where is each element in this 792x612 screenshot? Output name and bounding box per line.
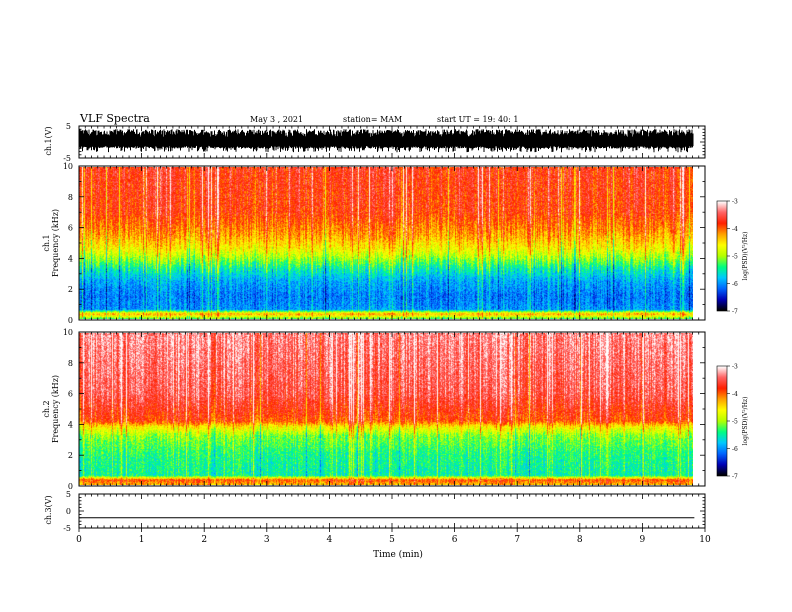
x-tick-label: 0 <box>76 535 82 545</box>
y-tick-label: 2 <box>68 451 73 460</box>
y-tick-label: 8 <box>68 193 73 202</box>
y-tick-label: 8 <box>68 359 73 368</box>
colorbar-tick-label: -5 <box>732 254 738 261</box>
y-tick-label: 0 <box>68 482 73 491</box>
x-tick-label: 1 <box>139 535 145 545</box>
y-tick-label: 6 <box>68 390 73 399</box>
x-tick-label: 4 <box>327 535 333 545</box>
ch1-spectrogram-ylabel-top: ch.1 <box>42 234 51 251</box>
x-tick-label: 3 <box>264 535 270 545</box>
y-tick-label: 5 <box>66 122 71 131</box>
y-tick-label: 10 <box>63 328 73 337</box>
date-label: May 3 , 2021 <box>250 115 304 124</box>
y-tick-label: -5 <box>63 154 71 163</box>
colorbar-tick-label: -3 <box>732 199 738 206</box>
x-tick-label: 8 <box>577 535 583 545</box>
colorbar-tick-label: -3 <box>732 364 738 371</box>
colorbar-tick-label: -6 <box>732 446 738 453</box>
x-tick-label: 2 <box>201 535 207 545</box>
y-tick-label: 4 <box>68 420 73 429</box>
x-tick-label: 5 <box>389 535 395 545</box>
colorbar-tick-label: -4 <box>732 391 738 398</box>
ch1-spectrogram-image <box>79 167 693 319</box>
x-tick-label: 6 <box>452 535 458 545</box>
panel-frame-2 <box>78 331 706 487</box>
ch2-spectrogram-ylabel: Frequency (kHz) <box>51 375 60 443</box>
y-tick-label: 4 <box>68 254 73 263</box>
x-axis-label: Time (min) <box>373 549 423 560</box>
y-tick-label: 0 <box>68 316 73 325</box>
colorbar-frame <box>716 365 728 477</box>
ch2-colorbar-label: log(PSD)(V²/Hz) <box>742 397 749 446</box>
station-label: station= MAM <box>343 115 403 124</box>
colorbar-tick-label: -4 <box>732 226 738 233</box>
colorbar-tick-label: -7 <box>732 474 738 481</box>
start-time-label: start UT = 19: 40: 1 <box>437 115 519 124</box>
ch1-waveform-ylabel: ch.1(V) <box>44 126 53 155</box>
y-tick-label: -5 <box>63 524 71 533</box>
x-tick-label: 10 <box>699 535 711 545</box>
y-tick-label: 0 <box>66 507 71 516</box>
ch2-colorbar <box>717 366 727 476</box>
ch1-colorbar <box>717 201 727 311</box>
colorbar-tick-label: -5 <box>732 419 738 426</box>
y-tick-label: 5 <box>66 490 71 499</box>
panel-frame-1 <box>78 165 706 321</box>
y-tick-label: 6 <box>68 224 73 233</box>
colorbar-frame <box>716 200 728 312</box>
y-tick-label: 10 <box>63 162 73 171</box>
ch1-spectrogram-ylabel: Frequency (kHz) <box>51 209 60 277</box>
ch2-spectrogram-ylabel-top: ch.2 <box>42 400 51 417</box>
y-tick-label: 2 <box>68 285 73 294</box>
chart-title: VLF Spectra <box>80 112 150 125</box>
colorbar-tick-label: -6 <box>732 281 738 288</box>
x-tick-label: 9 <box>640 535 646 545</box>
x-tick-label: 7 <box>514 535 520 545</box>
ch1-colorbar-label: log(PSD)(V²/Hz) <box>742 232 749 281</box>
ch1-waveform-line <box>79 129 694 153</box>
colorbar-tick-label: -7 <box>732 309 738 316</box>
panel-frame-3 <box>78 493 706 529</box>
ch3-waveform-ylabel: ch.3(V) <box>44 495 53 524</box>
ch2-spectrogram-image <box>79 333 693 485</box>
